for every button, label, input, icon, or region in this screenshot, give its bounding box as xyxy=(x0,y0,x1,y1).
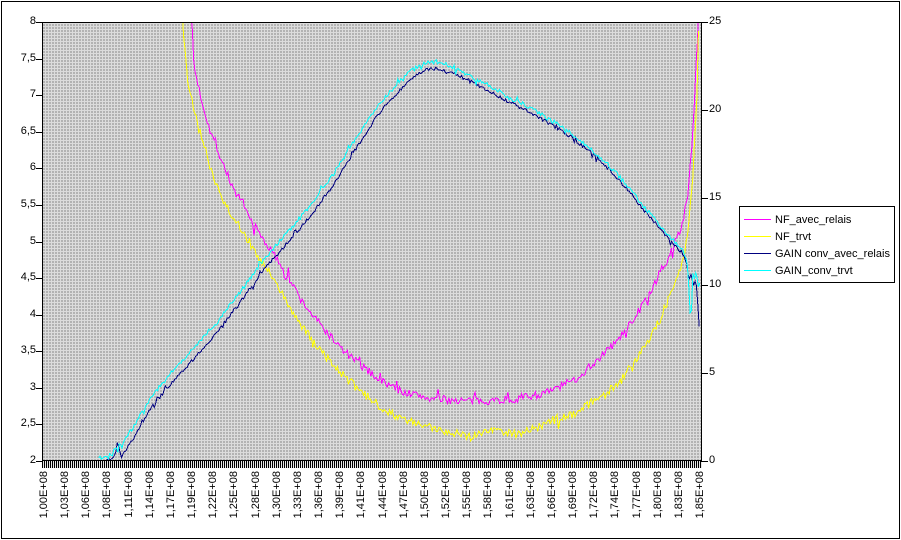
y-left-tick xyxy=(36,168,42,170)
legend-item: GAIN_conv_trvt xyxy=(744,262,894,279)
y-left-tick xyxy=(36,22,42,23)
x-axis-label: 1,77E+08 xyxy=(630,471,643,519)
x-axis-label: 1,30E+08 xyxy=(270,471,283,519)
y-left-tick xyxy=(36,131,42,133)
x-axis-label: 1,80E+08 xyxy=(651,471,664,519)
x-axis-label: 1,61E+08 xyxy=(503,471,516,519)
y-right-tick xyxy=(701,373,708,375)
y-left-tick xyxy=(36,351,42,353)
y-left-tick-label: 2 xyxy=(29,454,36,466)
y-left-tick xyxy=(36,461,42,462)
y-right-tick xyxy=(701,285,708,287)
x-axis-label: 1,50E+08 xyxy=(418,471,431,519)
legend-line-sample xyxy=(744,270,771,271)
y-right-tick xyxy=(701,197,708,199)
x-axis-label: 1,28E+08 xyxy=(249,471,262,519)
x-axis-label: 1,47E+08 xyxy=(397,471,410,519)
x-axis-label: 1,03E+08 xyxy=(59,471,72,519)
y-right-tick-label: 25 xyxy=(709,15,722,27)
legend-label: GAIN_conv_trvt xyxy=(775,264,853,277)
legend-label: NF_trvt xyxy=(775,230,812,243)
y-left-tick xyxy=(36,387,42,389)
y-left-tick-label: 6,5 xyxy=(20,124,36,137)
x-axis-label: 1,22E+08 xyxy=(207,471,220,519)
y-left-tick-label: 7,5 xyxy=(20,51,36,64)
x-axis-label: 1,19E+08 xyxy=(186,471,199,519)
y-right-tick-label: 0 xyxy=(709,454,716,466)
x-axis-label: 1,25E+08 xyxy=(228,471,241,519)
y-left-tick-label: 5 xyxy=(29,234,36,247)
y-left-tick-label: 7 xyxy=(29,88,36,101)
y-left-tick xyxy=(36,204,42,206)
series-line-gain-conv-avec-relais xyxy=(106,66,700,460)
y-left-tick-label: 5,5 xyxy=(20,197,36,210)
y-left-tick xyxy=(36,278,42,280)
legend-line-sample xyxy=(744,253,771,254)
y-left-tick xyxy=(36,241,42,243)
y-left-tick-label: 3,5 xyxy=(20,344,36,357)
legend-item: NF_trvt xyxy=(744,228,894,245)
y-left-tick xyxy=(36,314,42,316)
x-axis-label: 1,17E+08 xyxy=(164,471,177,519)
x-axis-label: 1,14E+08 xyxy=(143,471,156,519)
x-axis-label: 1,74E+08 xyxy=(609,471,622,519)
x-axis-label: 1,41E+08 xyxy=(355,471,368,519)
y-right-tick-label: 5 xyxy=(709,366,716,379)
x-axis-label: 1,36E+08 xyxy=(313,471,326,519)
x-axis-label: 1,58E+08 xyxy=(482,471,495,519)
x-axis-label: 1,55E+08 xyxy=(461,471,474,519)
series-line-nf-avec-relais xyxy=(191,23,699,406)
x-axis-label: 1,69E+08 xyxy=(567,471,580,519)
legend-item: GAIN conv_avec_relais xyxy=(744,245,894,262)
x-axis-label: 1,06E+08 xyxy=(80,471,93,519)
legend-label: NF_avec_relais xyxy=(775,213,852,226)
x-axis-label: 1,83E+08 xyxy=(672,471,685,519)
y-right-tick-label: 10 xyxy=(709,278,722,291)
y-left-tick-label: 3 xyxy=(29,380,36,393)
x-axis-label: 1,11E+08 xyxy=(122,471,135,518)
y-right-tick xyxy=(701,22,708,23)
y-left-tick xyxy=(36,58,42,60)
x-axis-label: 1,44E+08 xyxy=(376,471,389,519)
legend-item: NF_avec_relais xyxy=(744,211,894,228)
series-line-nf-trvt xyxy=(182,23,699,443)
y-left-tick-label: 4 xyxy=(29,307,36,320)
x-axis-tick-band xyxy=(42,461,702,468)
y-left-tick-label: 8 xyxy=(29,15,36,27)
legend: NF_avec_relais NF_trvt GAIN conv_avec_rela… xyxy=(739,206,895,283)
x-axis-label: 1,39E+08 xyxy=(334,471,347,519)
y-left-tick xyxy=(36,424,42,426)
x-axis-label: 1,72E+08 xyxy=(588,471,601,519)
y-right-tick-label: 15 xyxy=(709,190,722,203)
x-axis-label: 1,08E+08 xyxy=(101,471,114,519)
x-axis-label: 1,63E+08 xyxy=(524,471,537,519)
series-lines xyxy=(98,23,701,460)
x-axis-label: 1,85E+08 xyxy=(694,471,706,519)
x-axis-label: 1,52E+08 xyxy=(440,471,453,519)
series-line-gain-conv-trvt xyxy=(98,58,701,460)
y-right-tick-label: 20 xyxy=(709,102,722,115)
y-right-tick xyxy=(701,461,708,462)
plot-area xyxy=(42,22,702,461)
legend-label: GAIN conv_avec_relais xyxy=(775,247,890,260)
y-left-tick xyxy=(36,95,42,97)
x-axis-label: 1,33E+08 xyxy=(291,471,304,519)
legend-line-sample xyxy=(744,219,771,220)
y-right-tick xyxy=(701,109,708,111)
y-left-tick-label: 2,5 xyxy=(20,417,36,430)
legend-line-sample xyxy=(744,236,771,237)
y-left-tick-label: 6 xyxy=(29,161,36,174)
x-axis-label: 1,66E+08 xyxy=(545,471,558,519)
y-left-tick-label: 4,5 xyxy=(20,271,36,284)
x-axis-label: 1,00E+08 xyxy=(38,471,50,519)
